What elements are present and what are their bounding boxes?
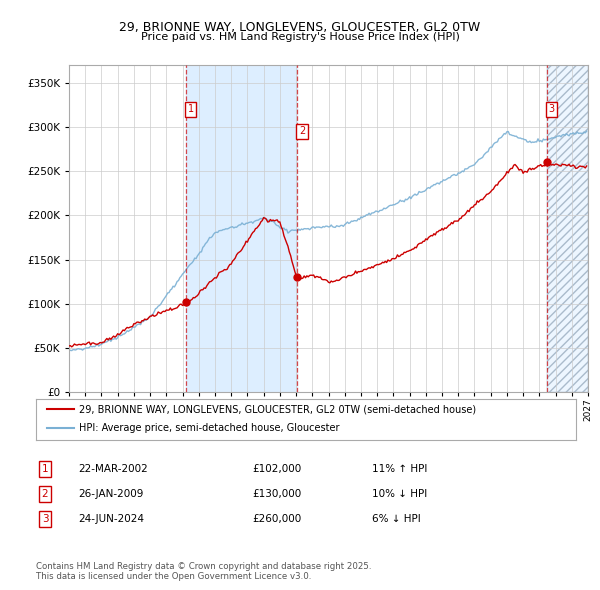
Bar — [547, 65, 588, 392]
Bar — [186, 65, 297, 392]
Text: 29, BRIONNE WAY, LONGLEVENS, GLOUCESTER, GL2 0TW (semi-detached house): 29, BRIONNE WAY, LONGLEVENS, GLOUCESTER,… — [79, 405, 476, 414]
Text: 6% ↓ HPI: 6% ↓ HPI — [372, 514, 421, 523]
Text: 3: 3 — [549, 104, 555, 114]
Text: £130,000: £130,000 — [252, 489, 301, 499]
Text: 10% ↓ HPI: 10% ↓ HPI — [372, 489, 427, 499]
Text: 2: 2 — [41, 489, 49, 499]
Text: Contains HM Land Registry data © Crown copyright and database right 2025.
This d: Contains HM Land Registry data © Crown c… — [36, 562, 371, 581]
Text: 29, BRIONNE WAY, LONGLEVENS, GLOUCESTER, GL2 0TW: 29, BRIONNE WAY, LONGLEVENS, GLOUCESTER,… — [119, 21, 481, 34]
Bar — [547, 65, 588, 392]
Text: 2: 2 — [299, 126, 305, 136]
Text: 1: 1 — [41, 464, 49, 474]
Text: 22-MAR-2002: 22-MAR-2002 — [78, 464, 148, 474]
Text: £260,000: £260,000 — [252, 514, 301, 523]
Text: HPI: Average price, semi-detached house, Gloucester: HPI: Average price, semi-detached house,… — [79, 423, 340, 433]
Text: 1: 1 — [188, 104, 194, 114]
Text: £102,000: £102,000 — [252, 464, 301, 474]
Text: 3: 3 — [41, 514, 49, 523]
Text: 26-JAN-2009: 26-JAN-2009 — [78, 489, 143, 499]
Text: 24-JUN-2024: 24-JUN-2024 — [78, 514, 144, 523]
Text: 11% ↑ HPI: 11% ↑ HPI — [372, 464, 427, 474]
Text: Price paid vs. HM Land Registry's House Price Index (HPI): Price paid vs. HM Land Registry's House … — [140, 32, 460, 42]
